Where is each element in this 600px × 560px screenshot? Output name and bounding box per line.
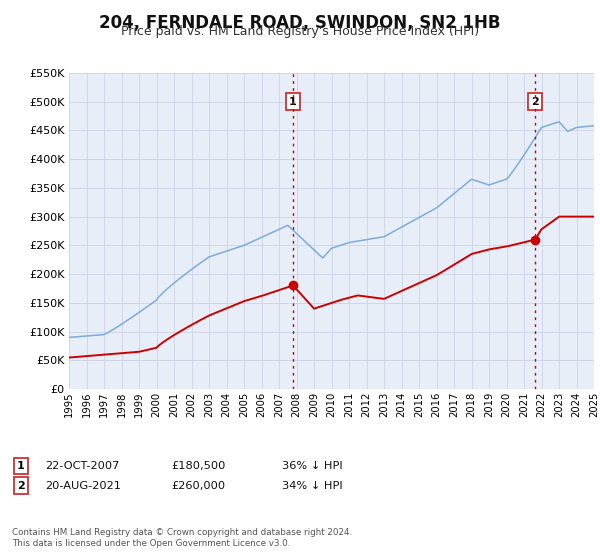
Text: 204, FERNDALE ROAD, SWINDON, SN2 1HB: 204, FERNDALE ROAD, SWINDON, SN2 1HB — [99, 14, 501, 32]
Text: 36% ↓ HPI: 36% ↓ HPI — [282, 461, 343, 471]
Text: 22-OCT-2007: 22-OCT-2007 — [45, 461, 119, 471]
Text: £180,500: £180,500 — [171, 461, 226, 471]
Text: 2: 2 — [17, 480, 25, 491]
Text: 2: 2 — [531, 96, 539, 106]
Text: 34% ↓ HPI: 34% ↓ HPI — [282, 480, 343, 491]
Text: £260,000: £260,000 — [171, 480, 225, 491]
Text: 1: 1 — [17, 461, 25, 471]
Text: Price paid vs. HM Land Registry's House Price Index (HPI): Price paid vs. HM Land Registry's House … — [121, 25, 479, 38]
Text: Contains HM Land Registry data © Crown copyright and database right 2024.
This d: Contains HM Land Registry data © Crown c… — [12, 528, 352, 548]
Text: 20-AUG-2021: 20-AUG-2021 — [45, 480, 121, 491]
Text: 1: 1 — [289, 96, 297, 106]
